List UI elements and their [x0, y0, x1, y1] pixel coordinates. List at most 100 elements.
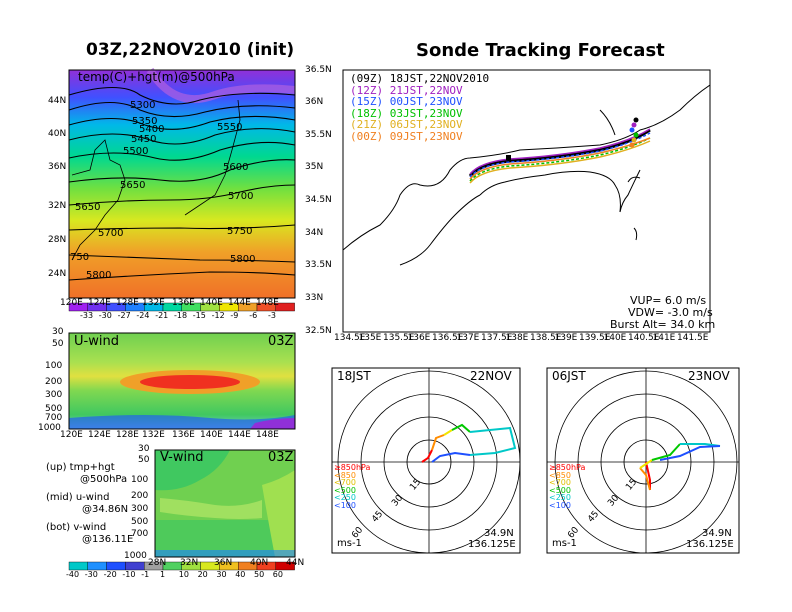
track-lat-tick: 32.5N: [305, 326, 332, 336]
hodo-right-date: 23NOV: [688, 369, 730, 383]
colorbar-tick: -30: [84, 570, 98, 579]
uwind-pressure-tick: 100: [45, 361, 63, 371]
track-run-entry: (00Z) 09JST,23NOV: [350, 129, 463, 143]
map500-colorbar: [68, 302, 295, 312]
vwind-lat-tick: 28N: [148, 558, 167, 568]
hodo-segment: [469, 426, 517, 456]
vdw-text: VDW= -3.0 m/s: [628, 306, 713, 319]
hodo-left-plot: [332, 368, 520, 553]
uwind-time: 03Z: [268, 334, 294, 349]
colorbar-tick: -33: [80, 311, 94, 320]
track-line: [469, 137, 651, 182]
map500-lon-tick: 132E: [142, 298, 165, 308]
uwind-lon-tick: 132E: [142, 430, 165, 440]
hodo-level-legend: <500: [334, 485, 356, 495]
colorbar-tick: 60: [272, 570, 283, 579]
track-lat-tick: 34N: [305, 228, 324, 238]
uwind-lon-tick: 124E: [88, 430, 111, 440]
uwind-pressure-tick: 1000: [38, 423, 61, 433]
track-run-entry: (12Z) 21JST,22NOV: [350, 83, 463, 97]
hodo-level-legend: <100: [334, 500, 356, 510]
hodo-level-legend: <250: [549, 493, 571, 502]
track-run-entry: (09Z) 18JST,22NOV2010: [350, 72, 490, 85]
colorbar-tick: -20: [103, 570, 117, 579]
track-lat-tick: 36N: [305, 97, 324, 107]
track-lon-tick: 139E: [554, 333, 578, 343]
track-lat-tick: 35.5N: [305, 130, 332, 140]
track-lon-tick: 141E: [652, 333, 676, 343]
vwind-lat-tick: 44N: [286, 558, 305, 568]
track-line: [469, 128, 651, 175]
legend-line: @136.11E: [82, 534, 134, 545]
map500-lat-tick: 24N: [48, 269, 67, 279]
map500-label: temp(C)+hgt(m)@500hPa: [78, 70, 235, 84]
track-lon-tick: 139.5E: [579, 333, 611, 343]
map500-lon-tick: 136E: [172, 298, 195, 308]
uwind-pressure-tick: 200: [45, 377, 63, 387]
track-end-marker: [633, 117, 639, 123]
map500-contour-label: 5750: [227, 226, 253, 237]
hodo-left-time: 18JST: [337, 369, 371, 383]
map500-contour-label: 5650: [120, 180, 146, 191]
hodo-left-lon: 136.125E: [468, 539, 516, 550]
map500-lon-tick: 120E: [60, 298, 83, 308]
colorbar-tick: 50: [254, 570, 265, 579]
track-lon-tick: 135E: [358, 333, 382, 343]
uwind-lon-tick: 128E: [116, 430, 139, 440]
map500-contour-label: 5300: [130, 100, 156, 111]
uwind-lon-tick: 148E: [256, 430, 279, 440]
uwind-pressure-tick: 50: [52, 339, 64, 349]
track-lon-tick: 138.5E: [530, 333, 562, 343]
uwind-pressure-tick: 500: [45, 404, 63, 414]
map500-contour-label: 5800: [230, 254, 256, 265]
hodo-segment: [639, 459, 653, 469]
colorbar-swatch: [125, 561, 145, 571]
map500-lat-tick: 32N: [48, 201, 67, 211]
legend-line: (up) tmp+hgt: [46, 462, 115, 473]
vwind-lat-tick: 36N: [214, 558, 233, 568]
map500-lat-tick: 40N: [48, 129, 67, 139]
map500-contour-label: 5650: [75, 202, 101, 213]
map500-contour-label: 5700: [228, 191, 254, 202]
colorbar-tick: 20: [197, 570, 208, 579]
colorbar-tick: 1: [160, 570, 166, 579]
vup-text: VUP= 6.0 m/s: [630, 294, 707, 307]
hodo-right-plot: [547, 368, 739, 553]
map500-contour-label: 5800: [86, 270, 112, 281]
track-run-entry: (18Z) 03JST,23NOV: [350, 106, 463, 120]
track-lon-tick: 140E: [603, 333, 627, 343]
colorbar-tick: -6: [249, 311, 258, 320]
track-end-marker: [633, 132, 639, 138]
track-lon-tick: 138E: [505, 333, 529, 343]
track-end-marker: [631, 122, 637, 128]
hodo-segment: [639, 467, 651, 491]
burst-text: Burst Alt= 34.0 km: [610, 318, 716, 331]
track-midpoint-marker: [506, 155, 511, 160]
map500-contour-label: 5450: [131, 134, 157, 145]
colorbar-tick: -24: [136, 311, 150, 320]
hodo-level-legend: <100: [549, 500, 571, 510]
hodo-right-frame: [546, 367, 740, 554]
hodo-level-legend: <700: [549, 478, 571, 487]
hodo-right-time: 06JST: [552, 369, 586, 383]
colorbar-tick: 30: [216, 570, 227, 579]
track-line: [469, 137, 651, 180]
vwind-pressure-tick: 30: [138, 444, 150, 454]
hodo-level-legend: ≥850hPa: [334, 463, 371, 472]
track-coastline: [343, 84, 710, 266]
colorbar-swatch: [275, 302, 295, 312]
map500-lon-tick: 144E: [228, 298, 251, 308]
vwind-lat-tick: 40N: [250, 558, 269, 568]
map500-lon-tick: 140E: [200, 298, 223, 308]
track-lon-tick: 135.5E: [383, 333, 415, 343]
colorbar-tick: -12: [211, 311, 225, 320]
map500-lon-tick: 128E: [116, 298, 139, 308]
uwind-lon-tick: 136E: [172, 430, 195, 440]
legend-line: @34.86N: [82, 504, 129, 515]
vwind-label: V-wind: [160, 450, 204, 465]
vwind-time: 03Z: [268, 450, 294, 465]
track-run-entry: (21Z) 06JST,23NOV: [350, 118, 463, 131]
map500-contour-label: 5550: [217, 122, 243, 133]
colorbar-tick: -10: [122, 570, 136, 579]
